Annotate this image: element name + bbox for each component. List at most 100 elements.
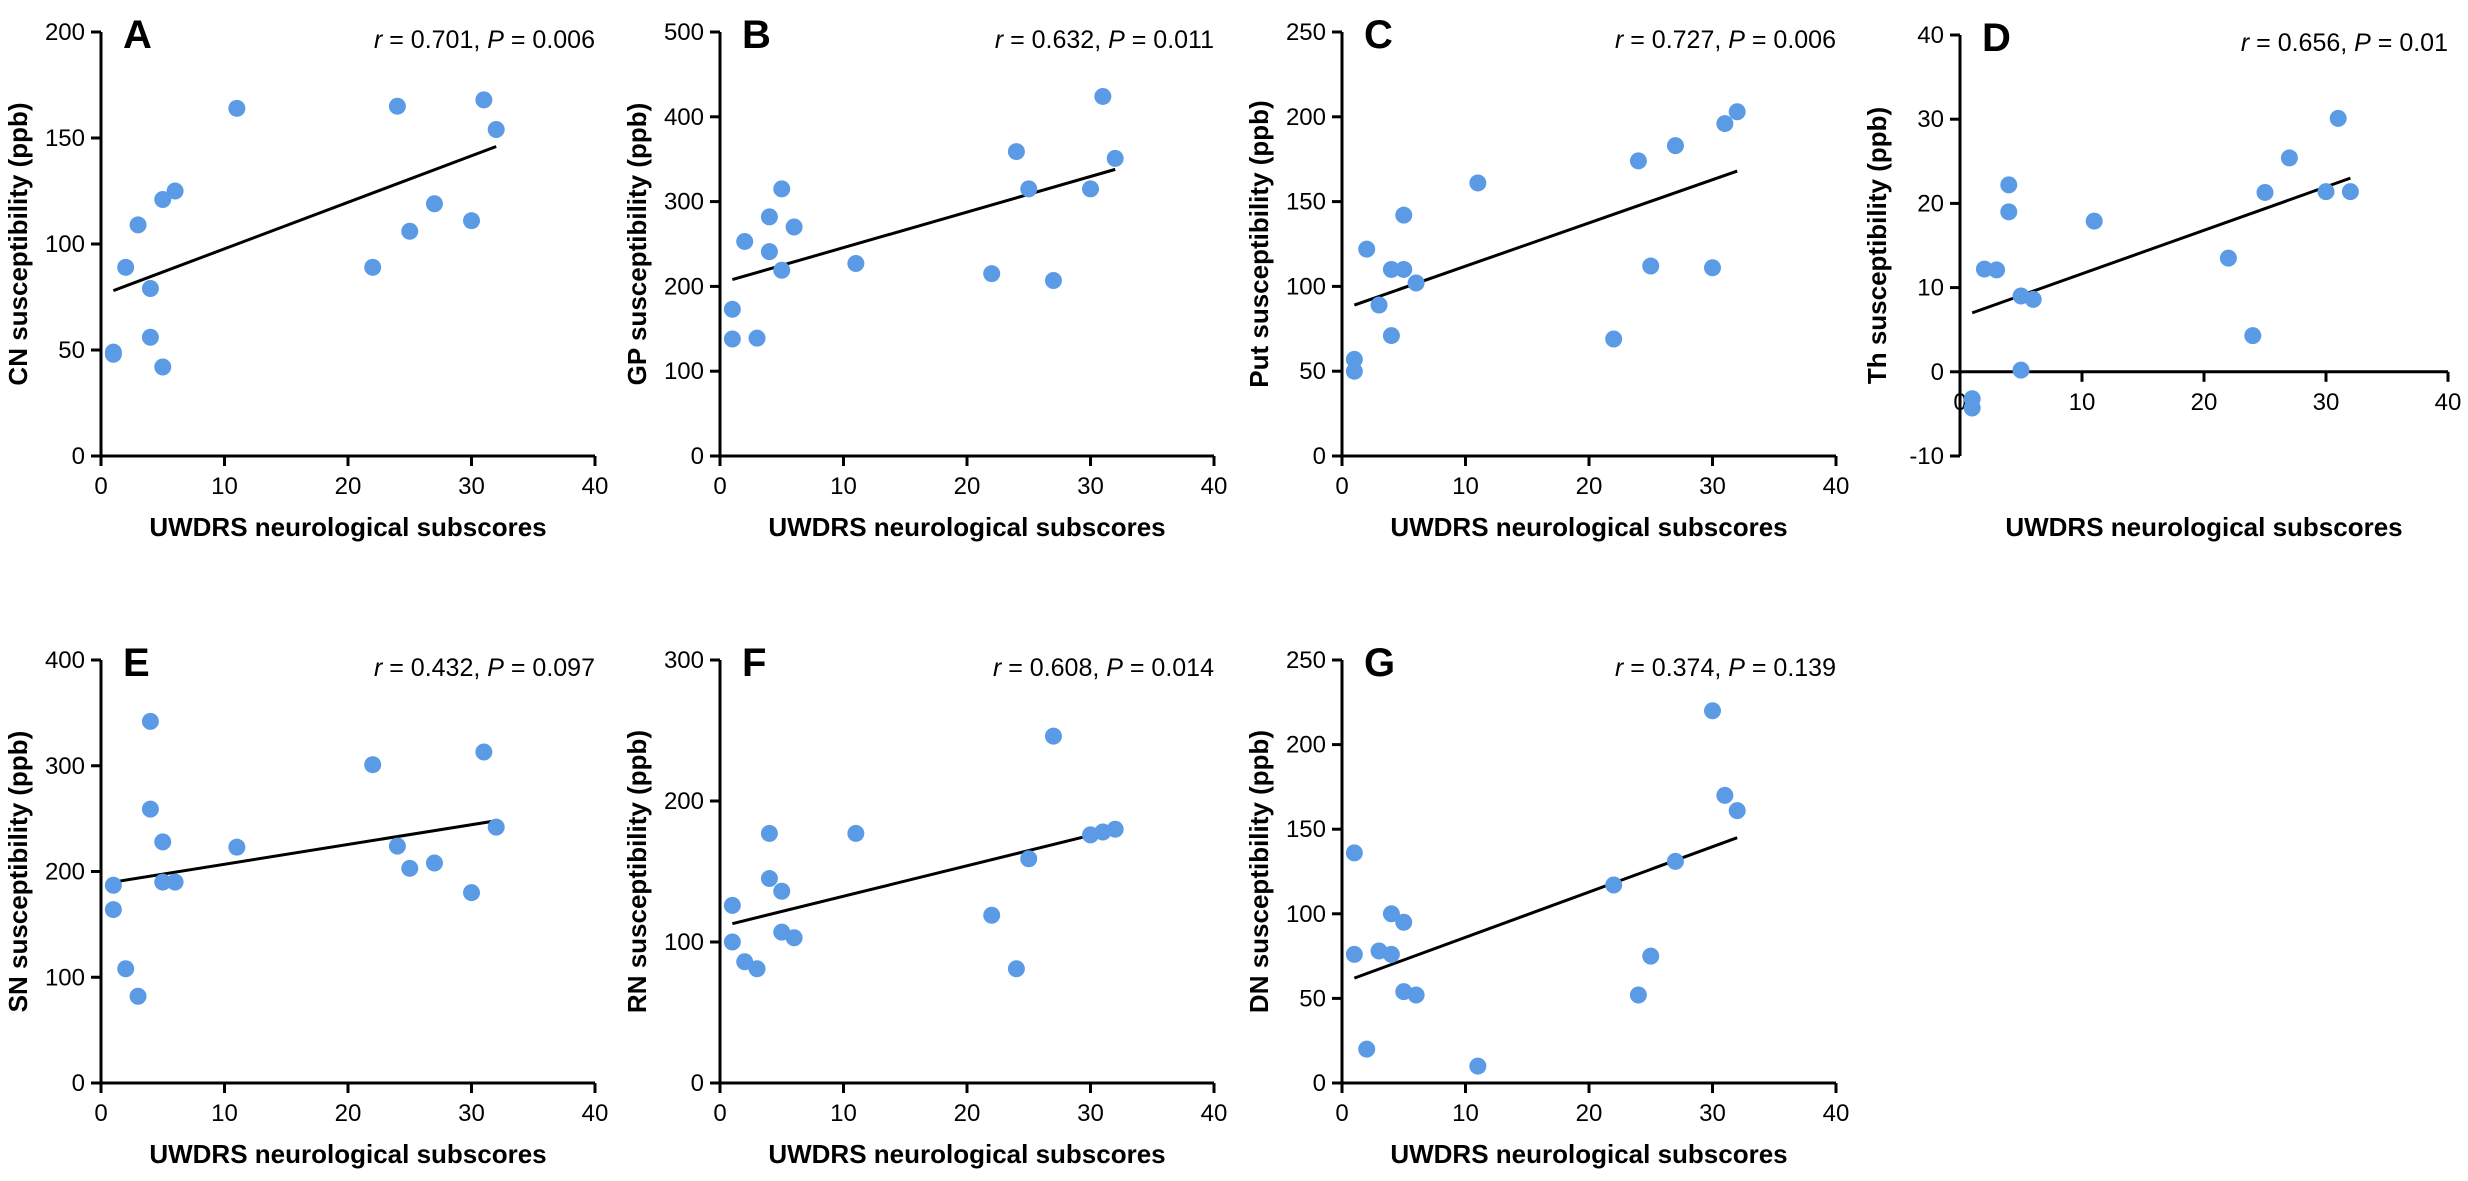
data-point xyxy=(104,876,122,894)
data-point xyxy=(1345,362,1363,380)
x-tick-label: 10 xyxy=(211,1100,238,1127)
data-point xyxy=(1382,327,1400,345)
y-tick-label: 250 xyxy=(1286,19,1326,46)
stats-p-label: P xyxy=(1108,26,1125,54)
data-point xyxy=(1345,350,1363,368)
data-point xyxy=(1642,257,1660,275)
data-point xyxy=(129,987,147,1005)
stats-p-value: = 0.097 xyxy=(504,654,595,682)
data-point xyxy=(760,824,778,842)
x-tick-label: 0 xyxy=(713,1100,726,1127)
chart-panel-e: 0 100 200 300 400 0 10 20 30 40 UWDRS neurological… xyxy=(3,641,608,1169)
data-point xyxy=(401,859,419,877)
y-tick-label: 100 xyxy=(45,964,85,991)
data-point xyxy=(2341,183,2359,201)
x-axis-title: UWDRS neurological subscores xyxy=(768,1139,1165,1169)
x-tick-label: 40 xyxy=(582,1100,609,1127)
data-point xyxy=(388,97,406,115)
data-point xyxy=(723,933,741,951)
panel-letter: E xyxy=(123,641,150,685)
y-tick-label: 100 xyxy=(664,358,704,385)
data-point xyxy=(141,280,159,298)
y-tick-label: 500 xyxy=(664,19,704,46)
x-axis-title: UWDRS neurological subscores xyxy=(1390,512,1787,542)
y-tick-label: 0 xyxy=(1313,443,1326,470)
data-point xyxy=(1020,850,1038,868)
data-point xyxy=(154,190,172,208)
data-point xyxy=(760,208,778,226)
y-tick-label: 200 xyxy=(664,788,704,815)
data-point xyxy=(785,218,803,236)
data-point xyxy=(1728,802,1746,820)
data-point xyxy=(154,358,172,376)
data-point xyxy=(1728,103,1746,121)
stats-r-label: r xyxy=(1615,654,1625,682)
data-point xyxy=(1082,180,1099,198)
regression-line xyxy=(1971,176,2351,315)
data-point xyxy=(983,265,1001,283)
data-point xyxy=(2012,361,2030,379)
stats-annotation: r = 0.632, P = 0.011 xyxy=(995,26,1214,54)
stats-annotation: r = 0.701, P = 0.006 xyxy=(374,26,595,54)
panel-letter: B xyxy=(742,13,771,57)
data-point xyxy=(141,328,159,346)
chart-panel-b: 0 100 200 300 400 500 0 10 20 30 40 UWDRS neurologi… xyxy=(622,13,1227,542)
x-tick-label: 20 xyxy=(954,1100,981,1127)
data-point xyxy=(364,756,382,774)
data-point xyxy=(1382,905,1400,923)
data-point xyxy=(487,818,505,836)
data-point xyxy=(1642,947,1660,965)
data-point xyxy=(773,180,791,198)
data-point xyxy=(475,743,493,761)
data-point xyxy=(154,833,172,851)
chart-panel-c: 0 50 100 150 200 250 0 10 20 30 40 UWDRS neurologic… xyxy=(1244,13,1849,542)
y-tick-label: 200 xyxy=(664,273,704,300)
y-tick-label: 200 xyxy=(1286,732,1326,759)
data-point xyxy=(773,261,791,279)
stats-p-value: = 0.006 xyxy=(504,26,595,54)
data-point xyxy=(773,882,791,900)
x-tick-label: 20 xyxy=(954,473,981,500)
data-point xyxy=(1716,115,1734,133)
stats-r-label: r xyxy=(995,26,1005,54)
data-point xyxy=(117,960,135,978)
y-tick-label: 150 xyxy=(1286,189,1326,216)
data-point xyxy=(1382,260,1400,278)
stats-r-value: = 0.608, xyxy=(1001,654,1106,682)
stats-r-label: r xyxy=(1615,26,1625,54)
data-point xyxy=(1469,1057,1487,1075)
y-tick-label: 0 xyxy=(691,1070,704,1097)
y-tick-label: 20 xyxy=(1917,190,1944,217)
regression-line xyxy=(731,827,1116,926)
data-point xyxy=(1382,945,1400,963)
data-point xyxy=(1370,296,1388,314)
y-tick-label: 0 xyxy=(72,443,85,470)
data-point xyxy=(1007,960,1025,978)
data-point xyxy=(388,837,406,855)
data-point xyxy=(228,838,246,856)
data-point xyxy=(104,343,122,361)
x-tick-label: 0 xyxy=(1335,473,1348,500)
data-point xyxy=(1358,240,1376,258)
stats-p-value: = 0.006 xyxy=(1745,26,1836,54)
x-tick-label: 40 xyxy=(2435,389,2462,416)
data-point xyxy=(1345,844,1363,862)
x-axis-title: UWDRS neurological subscores xyxy=(1390,1139,1787,1169)
x-tick-label: 10 xyxy=(2069,389,2096,416)
stats-r-value: = 0.656, xyxy=(2249,29,2354,57)
data-point xyxy=(760,243,778,261)
stats-r-label: r xyxy=(374,26,384,54)
data-point xyxy=(2085,212,2103,230)
y-tick-label: 150 xyxy=(1286,816,1326,843)
data-point xyxy=(1666,852,1684,870)
data-point xyxy=(401,222,419,240)
data-point xyxy=(736,232,754,250)
data-point xyxy=(723,300,741,318)
data-point xyxy=(1395,206,1413,224)
stats-p-value: = 0.139 xyxy=(1745,654,1836,682)
data-point xyxy=(425,195,443,213)
data-point xyxy=(1704,259,1721,277)
stats-p-label: P xyxy=(1106,654,1123,682)
x-tick-label: 10 xyxy=(830,473,857,500)
stats-p-label: P xyxy=(1728,26,1745,54)
